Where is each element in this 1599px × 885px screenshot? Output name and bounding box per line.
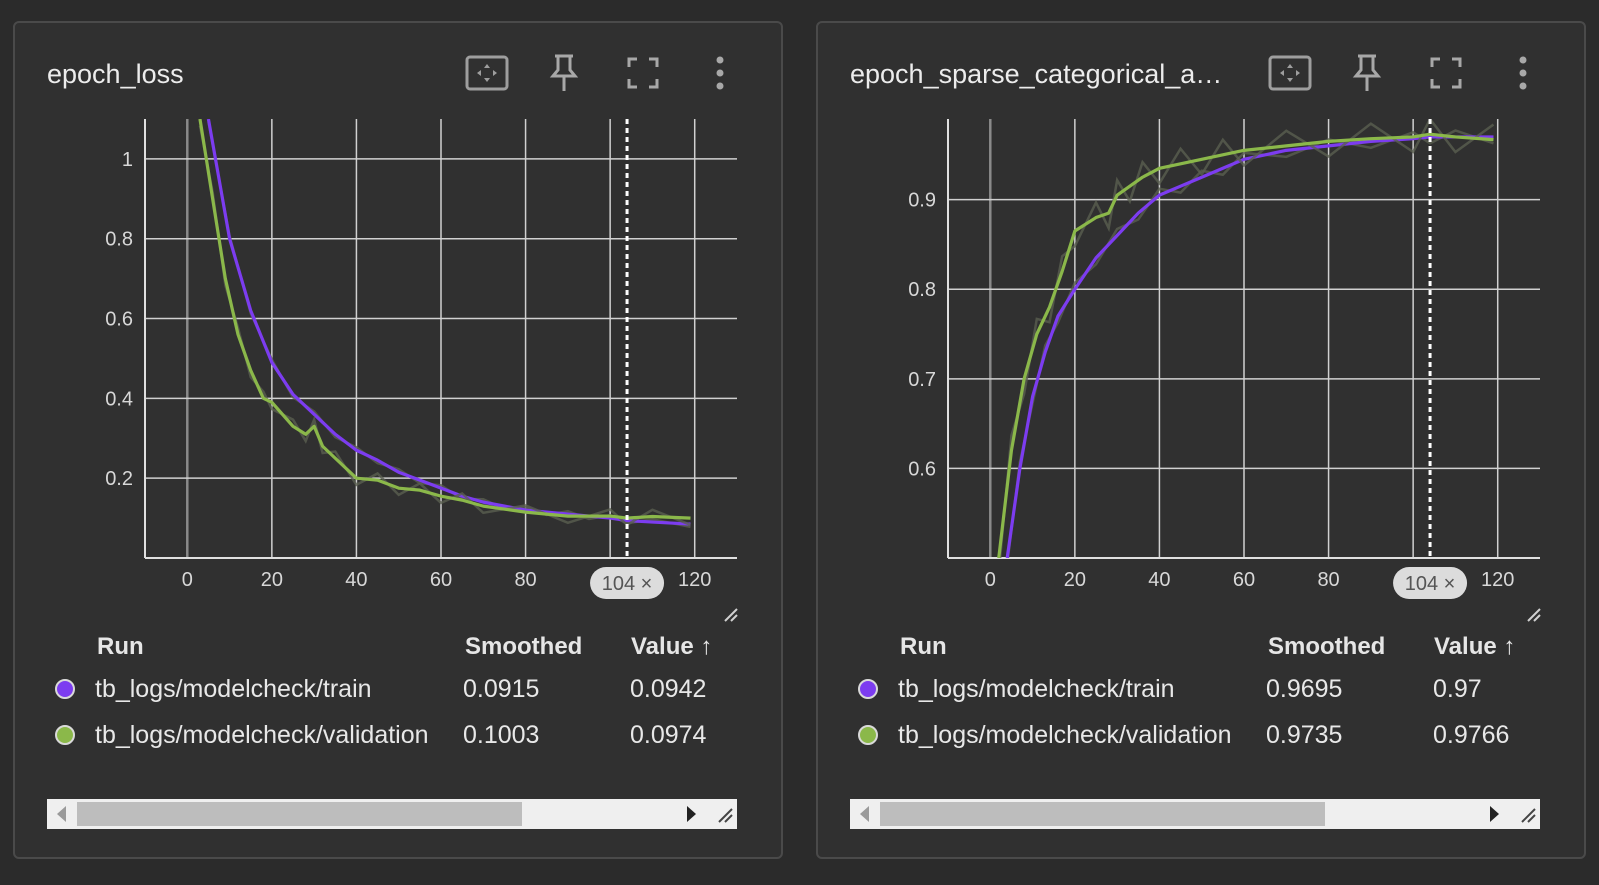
fit-domain-button[interactable] [462,51,512,95]
scroll-right-icon[interactable] [1490,806,1499,822]
smoothed-value: 0.9735 [1266,721,1343,749]
y-tick-label: 0.7 [908,369,936,391]
x-tick-label: 60 [430,569,452,591]
loss-chart[interactable]: 0 20 40 60 80 120 0.2 0.4 0.6 0.8 1 104 × [15,23,785,633]
series-line [198,119,691,520]
run-name: tb_logs/modelcheck/train [95,675,372,703]
y-tick-label: 1 [122,149,133,171]
raw-series-line [198,125,691,527]
run-name: tb_logs/modelcheck/validation [898,721,1232,749]
x-tick-label: 40 [1148,569,1170,591]
run-color-swatch [55,679,75,699]
x-tick-label: 80 [1317,569,1339,591]
series-line [997,132,1494,558]
raw-series-line [998,119,1495,558]
x-tick-label: 120 [678,569,711,591]
fullscreen-button[interactable] [1421,51,1471,95]
step-cursor-label: 104 × [1405,573,1456,595]
y-tick-label: 0.6 [105,309,133,331]
raw-series-line [1006,129,1494,558]
x-tick-label: 120 [1481,569,1514,591]
smoothed-value: 0.0915 [463,675,540,703]
more-options-button[interactable] [695,51,745,95]
x-tick-label: 40 [345,569,367,591]
run-color-swatch [858,679,878,699]
fullscreen-icon [627,57,659,89]
step-cursor-label: 104 × [602,573,653,595]
resize-handle-icon[interactable] [715,805,733,823]
raw-series-line [207,121,691,529]
run-name: tb_logs/modelcheck/validation [95,721,429,749]
fullscreen-button[interactable] [618,51,668,95]
more-vert-icon [1519,56,1527,90]
y-tick-label: 0.9 [908,190,936,212]
x-tick-label: 20 [261,569,283,591]
more-options-button[interactable] [1498,51,1548,95]
scroll-right-icon[interactable] [687,806,696,822]
table-row: tb_logs/modelcheck/train 0.0915 0.0942 [15,671,785,711]
x-tick-label: 80 [514,569,536,591]
scrollbar-thumb[interactable] [880,802,1325,826]
fit-domain-button[interactable] [1265,51,1315,95]
y-tick-label: 0.8 [908,279,936,301]
chart-resize-icon [1527,608,1541,622]
x-tick-label: 20 [1064,569,1086,591]
horizontal-scrollbar[interactable] [850,799,1540,829]
series-line [1005,135,1494,558]
scroll-left-icon[interactable] [57,806,66,822]
card-epoch-loss: epoch_loss 0 20 40 60 80 120 0.2 0.4 0.6 0.8 1 104 … [13,21,783,859]
accuracy-chart[interactable]: 0 20 40 60 80 120 0.6 0.7 0.8 0.9 104 × [818,23,1588,633]
smoothed-value: 0.1003 [463,721,540,749]
y-tick-label: 0.4 [105,388,133,410]
raw-value: 0.97 [1433,675,1482,703]
scroll-left-icon[interactable] [860,806,869,822]
run-color-swatch [55,725,75,745]
header-value[interactable]: Value ↑ [1434,633,1516,660]
header-run[interactable]: Run [900,633,947,660]
resize-handle-icon[interactable] [1518,805,1536,823]
smoothed-value: 0.9695 [1266,675,1343,703]
header-smoothed[interactable]: Smoothed [465,633,583,660]
header-run[interactable]: Run [97,633,144,660]
run-color-swatch [858,725,878,745]
run-name: tb_logs/modelcheck/train [898,675,1175,703]
pin-icon [1352,54,1382,91]
scrollbar-thumb[interactable] [77,802,522,826]
x-tick-label: 60 [1233,569,1255,591]
step-cursor-badge [1393,567,1468,599]
chart-resize-icon [724,608,738,622]
x-tick-label: 0 [182,569,193,591]
header-smoothed[interactable]: Smoothed [1268,633,1386,660]
y-tick-label: 0.6 [908,458,936,480]
fullscreen-icon [1430,57,1462,89]
y-tick-label: 0.8 [105,229,133,251]
horizontal-scrollbar[interactable] [47,799,737,829]
raw-value: 0.9766 [1433,721,1510,749]
step-cursor-badge [590,567,665,599]
header-value[interactable]: Value ↑ [631,633,713,660]
more-vert-icon [716,56,724,90]
pin-icon [549,54,579,91]
raw-value: 0.0942 [630,675,707,703]
fit-domain-icon [1268,55,1312,91]
fit-domain-icon [465,55,509,91]
table-row: tb_logs/modelcheck/validation 0.1003 0.0… [15,717,785,757]
y-tick-label: 0.2 [105,468,133,490]
pin-button[interactable] [539,51,589,95]
series-line [206,119,691,526]
x-tick-label: 0 [985,569,996,591]
card-epoch-accuracy: epoch_sparse_categorical_ac... 0 20 40 60 80… [816,21,1586,859]
table-row: tb_logs/modelcheck/train 0.9695 0.97 [818,671,1588,711]
pin-button[interactable] [1342,51,1392,95]
raw-value: 0.0974 [630,721,707,749]
table-row: tb_logs/modelcheck/validation 0.9735 0.9… [818,717,1588,757]
